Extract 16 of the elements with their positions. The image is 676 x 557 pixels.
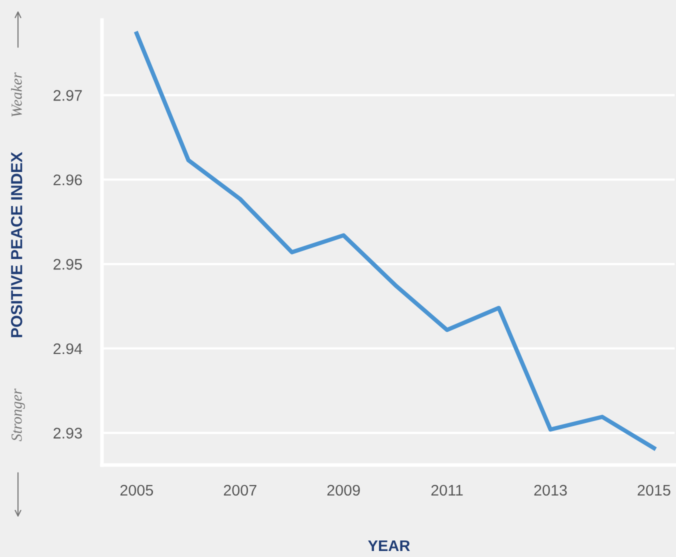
x-tick-label: 2013: [534, 484, 567, 496]
y-tick-label: 2.97: [54, 90, 82, 101]
text: Weaker: [11, 72, 22, 117]
y-tick-label: 2.96: [54, 174, 82, 186]
x-axis-title: YEAR: [368, 540, 410, 551]
y-tick-label: 2.95: [54, 258, 82, 270]
line-series: [134, 31, 656, 450]
y-tick-label: 2.94: [54, 343, 82, 354]
y-axis-title: POSITIVE PEACE INDEX: [10, 152, 22, 338]
y-tick-label: 2.93: [54, 428, 82, 439]
text: Stronger: [12, 388, 25, 442]
x-tick-label: 2005: [120, 484, 154, 496]
x-tick-label: 2009: [327, 484, 360, 496]
x-tick-label: 2007: [224, 484, 256, 496]
x-tick-label: 2011: [431, 484, 463, 496]
x-tick-label: 2015: [638, 484, 670, 496]
